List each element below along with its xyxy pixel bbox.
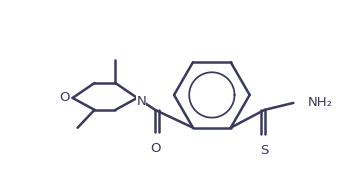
Text: NH₂: NH₂ xyxy=(307,96,332,109)
Text: N: N xyxy=(136,95,146,108)
Text: O: O xyxy=(150,142,161,155)
Text: S: S xyxy=(260,144,269,157)
Text: O: O xyxy=(59,91,70,104)
